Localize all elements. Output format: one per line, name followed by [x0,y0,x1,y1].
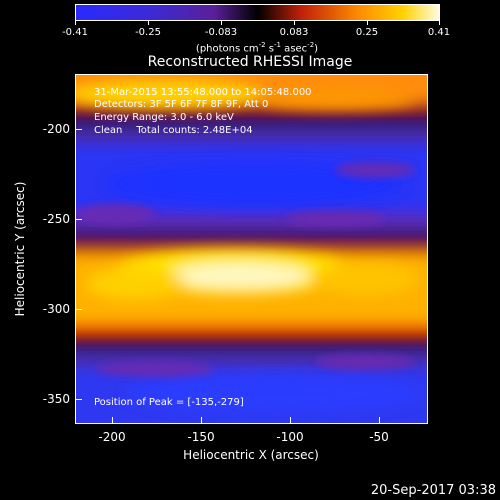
rhessi-image [75,74,428,424]
colorbar-tick: -0.41 [62,27,88,38]
colorbar-units: (photons cm-2 s-1 asec-2) [195,41,319,55]
time-range-label: 31-Mar-2015 13:55:48.000 to 14:05:48.000 [94,87,312,98]
colorbar-tick: 0.41 [427,27,451,38]
colorbar-tick: -0.083 [204,27,238,38]
colorbar [75,4,440,21]
y-tick-label: -200 [42,122,70,136]
total-counts-label: Total counts: 2.48E+04 [136,125,253,136]
x-tick-label: -150 [187,430,215,444]
y-axis-label: Heliocentric Y (arcsec) [13,181,27,317]
y-tick-label: -350 [42,392,70,406]
colorbar-tick: -0.25 [135,27,161,38]
x-tick-label: -200 [98,430,126,444]
y-tick-label: -300 [42,302,70,316]
image-title: Reconstructed RHESSI Image [147,54,353,70]
method-label: Clean Total counts: 2.48E+04 [94,125,253,136]
x-tick-label: -50 [369,430,389,444]
y-tick-label: -250 [42,212,70,226]
colorbar-tick: 0.25 [355,27,379,38]
peak-position-label: Position of Peak = [-135,-279] [94,397,244,408]
detectors-label: Detectors: 3F 5F 6F 7F 8F 9F, Att 0 [94,99,269,110]
colorbar-tick: 0.083 [279,27,309,38]
x-axis-label: Heliocentric X (arcsec) [183,448,319,462]
timestamp-footer: 20-Sep-2017 03:38 [370,483,496,498]
energy-range-label: Energy Range: 3.0 - 6.0 keV [94,112,234,123]
x-tick-label: -100 [276,430,304,444]
